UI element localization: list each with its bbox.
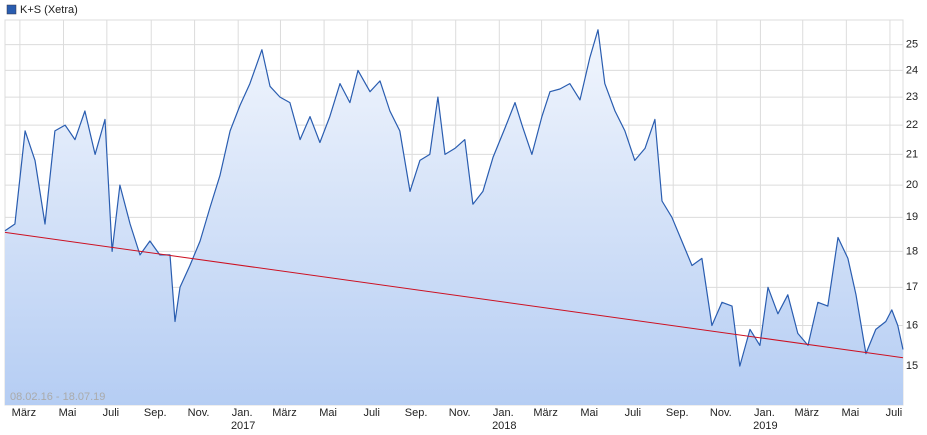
y-tick-label: 24 — [906, 64, 918, 76]
trend-line — [4, 231, 904, 359]
y-tick-label: 21 — [906, 148, 918, 160]
y-tick-label: 20 — [906, 179, 918, 191]
x-tick-label: Mai — [59, 407, 77, 419]
x-tick-label: Juli — [625, 407, 642, 419]
x-tick-label: Juli — [363, 407, 380, 419]
x-tick-label: Nov. — [449, 407, 471, 419]
x-tick-label: Nov. — [188, 407, 210, 419]
x-tick-label: Jan. — [754, 407, 775, 419]
x-tick-label: Sep. — [666, 407, 689, 419]
plot-area — [4, 29, 904, 406]
y-tick-label: 16 — [906, 319, 918, 331]
x-year-label: 2019 — [753, 420, 777, 432]
x-tick-label: Mai — [580, 407, 598, 419]
x-tick-label: März — [533, 407, 557, 419]
axes: 15 16 17 18 19 20 21 22 23 24 25 März Mai Juli Sep. Nov… — [12, 39, 918, 432]
x-tick-label: Mai — [841, 407, 859, 419]
price-line — [4, 29, 904, 367]
y-tick-label: 17 — [906, 281, 918, 293]
y-tick-label: 23 — [906, 91, 918, 103]
date-range: 08.02.16 - 18.07.19 — [10, 391, 105, 403]
x-year-label: 2018 — [492, 420, 516, 432]
x-tick-label: Juli — [103, 407, 120, 419]
x-tick-label: Nov. — [710, 407, 732, 419]
x-tick-label: Jan. — [493, 407, 514, 419]
x-year-label: 2017 — [231, 420, 255, 432]
x-tick-label: Mai — [319, 407, 337, 419]
x-tick-label: März — [795, 407, 819, 419]
x-tick-label: Jan. — [232, 407, 253, 419]
x-tick-label: März — [12, 407, 36, 419]
y-tick-label: 18 — [906, 245, 918, 257]
x-tick-label: Sep. — [405, 407, 428, 419]
y-tick-label: 22 — [906, 119, 918, 131]
y-tick-label: 25 — [906, 39, 918, 51]
x-tick-label: Sep. — [144, 407, 167, 419]
legend-swatch — [6, 4, 17, 15]
legend-label: K+S (Xetra) — [20, 4, 78, 16]
x-tick-label: März — [272, 407, 296, 419]
area — [5, 29, 903, 406]
y-tick-label: 15 — [906, 360, 918, 372]
y-tick-label: 19 — [906, 211, 918, 223]
x-tick-label: Juli — [886, 407, 903, 419]
